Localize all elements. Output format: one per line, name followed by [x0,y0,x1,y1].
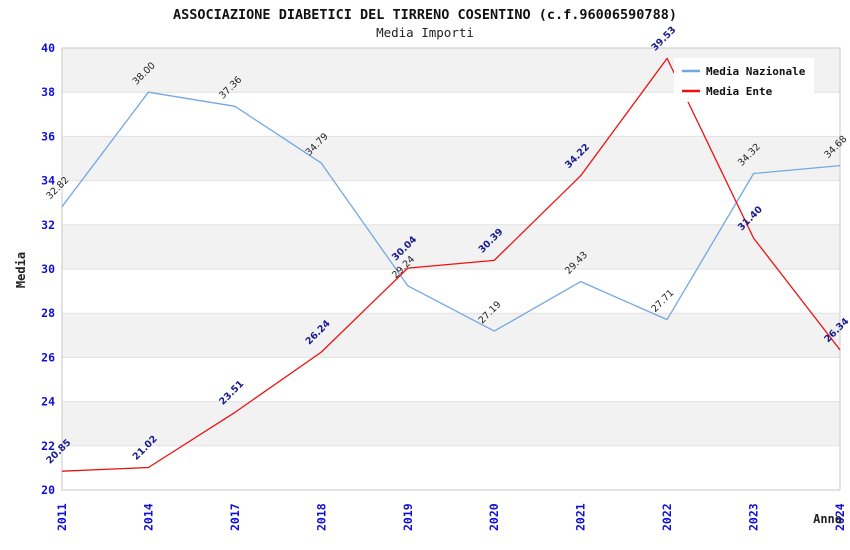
y-tick-label: 38 [41,85,55,99]
x-axis-label: Anno [813,512,842,526]
x-tick-label: 2011 [55,503,69,531]
legend-item-label: Media Nazionale [706,65,806,78]
x-tick-label: 2022 [660,503,674,531]
grid-band [62,401,840,446]
y-axis-tick-labels: 20 22 24 26 28 30 32 34 36 38 40 [41,41,55,497]
y-tick-label: 24 [41,395,55,409]
grid-band [62,313,840,358]
x-tick-label: 2024 [833,503,847,531]
y-axis-label: Media [14,252,28,288]
y-tick-label: 40 [41,41,55,55]
grid-band [62,136,840,181]
grid-band [62,224,840,269]
x-tick-label: 2014 [141,503,155,531]
plot-border [61,47,841,491]
y-tick-label: 22 [41,439,55,453]
x-tick-label: 2018 [314,503,328,531]
series-line-media-ente [61,57,841,472]
y-tick-label: 34 [41,174,55,188]
x-tick-label: 2021 [574,503,588,531]
series-lines [61,57,841,472]
chart-subtitle: Media Importi [376,25,474,40]
x-axis-tick-labels: 2011 2014 2017 2018 2019 2020 2021 2022 2023 2024 [55,503,847,531]
x-tick-label: 2020 [487,503,501,531]
y-tick-label: 20 [41,483,55,497]
y-tick-label: 36 [41,129,55,143]
y-tick-label: 32 [41,218,55,232]
y-tick-label: 28 [41,306,55,320]
x-tick-label: 2023 [747,503,761,531]
x-tick-label: 2019 [401,503,415,531]
legend-item-label: Media Ente [706,85,773,98]
legend-box [674,58,814,102]
series-line-media-nazionale [61,91,841,332]
background-bands [62,48,840,446]
y-tick-label: 26 [41,350,55,364]
chart-title: ASSOCIAZIONE DIABETICI DEL TIRRENO COSEN… [173,7,677,23]
legend: Media Nazionale Media Ente [674,58,814,102]
y-tick-label: 30 [41,262,55,276]
x-tick-label: 2017 [228,503,242,531]
